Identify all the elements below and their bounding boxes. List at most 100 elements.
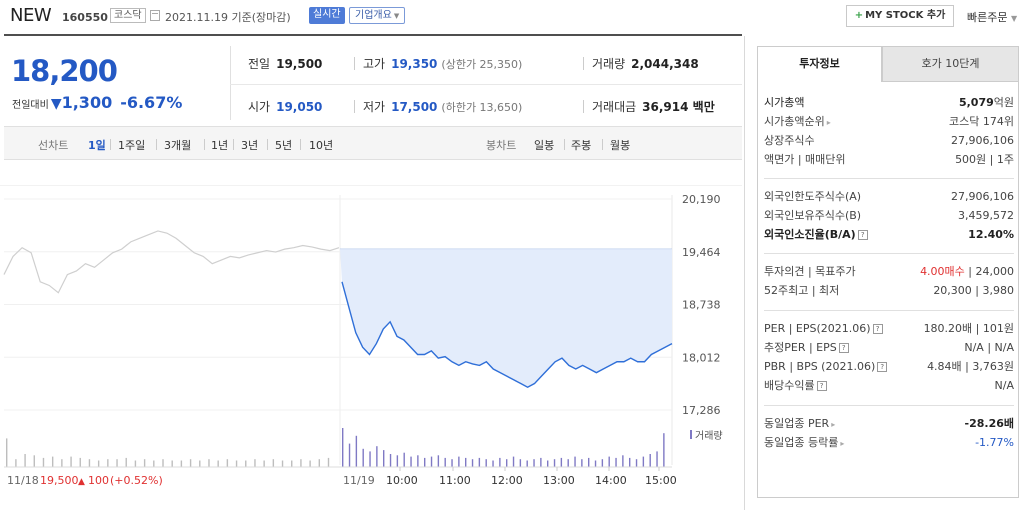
help-icon[interactable]: ? bbox=[872, 324, 883, 334]
price-line bbox=[341, 281, 673, 388]
volume-bar bbox=[79, 457, 81, 467]
foreign-ratio-wrap: 12.40% bbox=[968, 226, 1014, 244]
volume-bar bbox=[608, 456, 610, 467]
prev-close-value: 19,500 bbox=[276, 57, 323, 71]
sector-per-link[interactable]: 동일업종 PER ▸ bbox=[764, 415, 835, 434]
market-cap-rank-link[interactable]: 시가총액순위 ▸ bbox=[764, 113, 831, 132]
foreign-limit-row: 외국인한도주식수(A) 27,906,106 bbox=[764, 188, 1014, 206]
volume-bar bbox=[649, 454, 651, 467]
volume-bar bbox=[24, 454, 26, 467]
period-1d[interactable]: 1일 bbox=[88, 139, 106, 152]
volume-bar bbox=[342, 428, 344, 467]
low-value: 17,500 bbox=[391, 100, 438, 114]
volume-bar bbox=[180, 460, 183, 467]
price-area-fill bbox=[340, 249, 672, 388]
chevron-right-icon: ▸ bbox=[840, 439, 845, 448]
period-divider bbox=[156, 139, 157, 150]
summary-row-divider bbox=[230, 84, 742, 85]
period-10y[interactable]: 10년 bbox=[309, 139, 334, 152]
prev-day-price: 19,500 bbox=[40, 474, 79, 487]
dividend-label: 배당수익률 bbox=[764, 379, 815, 392]
volume-bar bbox=[51, 456, 54, 467]
volume-bar bbox=[512, 456, 515, 467]
est-per-eps-label-group: 추정PER | EPS? bbox=[764, 339, 849, 357]
y-tick-label: 18,012 bbox=[682, 351, 721, 364]
company-overview-label: 기업개요 bbox=[355, 10, 392, 21]
volume-legend-label: 거래량 bbox=[695, 430, 723, 442]
volume-bar bbox=[153, 460, 155, 467]
volume-bar bbox=[471, 459, 474, 467]
volume-bar bbox=[506, 459, 508, 467]
field-separator bbox=[583, 57, 584, 70]
volume-bar bbox=[519, 459, 522, 467]
market-cap-rank-label: 시가총액순위 bbox=[764, 115, 825, 128]
volume-bar bbox=[615, 457, 617, 467]
x-tick-label: 13:00 bbox=[543, 474, 575, 487]
prev-day-line bbox=[3, 230, 340, 294]
period-divider bbox=[233, 139, 234, 150]
help-icon[interactable]: ? bbox=[838, 343, 849, 353]
par-value-label: 액면가 | 매매단위 bbox=[764, 153, 846, 166]
help-icon[interactable]: ? bbox=[877, 362, 888, 372]
investment-info-box: 시가총액 5,079억원 시가총액순위 ▸ 코스닥 174위 상장주식수 27,9… bbox=[757, 82, 1019, 498]
high-label: 고가 bbox=[363, 57, 386, 71]
sector-change-link[interactable]: 동일업종 등락률 ▸ bbox=[764, 434, 844, 453]
tab-order-book[interactable]: 호가 10단계 bbox=[882, 46, 1019, 82]
low-field: 저가 17,500 (하한가 13,650) bbox=[354, 98, 522, 115]
my-stock-add-button[interactable]: + MY STOCK 추가 bbox=[846, 5, 954, 27]
opinion-value: 4.00매수 | 24,000 bbox=[920, 265, 1014, 278]
period-1y[interactable]: 1년 bbox=[211, 139, 229, 152]
period-3y[interactable]: 3년 bbox=[241, 139, 259, 152]
quick-order-dropdown[interactable]: 빠른주문 ▼ bbox=[967, 9, 1017, 25]
volume-bar bbox=[15, 459, 17, 467]
period-5y[interactable]: 5년 bbox=[275, 139, 293, 152]
realtime-button[interactable]: 실시간 bbox=[309, 7, 345, 24]
help-icon[interactable]: ? bbox=[857, 230, 868, 240]
volume-bar bbox=[217, 460, 219, 467]
volume-bar bbox=[61, 459, 63, 467]
y-tick-label: 17,286 bbox=[682, 404, 721, 417]
volume-value: 2,044,348 bbox=[631, 57, 699, 71]
volume-bar bbox=[42, 457, 45, 467]
high-value: 19,350 bbox=[391, 57, 438, 71]
company-overview-dropdown[interactable]: 기업개요 ▼ bbox=[349, 7, 406, 24]
volume-bar bbox=[403, 452, 405, 467]
trade-value-value: 36,914 백만 bbox=[642, 100, 715, 114]
high-low-52-row: 52주최고 | 최저 20,300 | 3,980 bbox=[764, 282, 1014, 300]
volume-bar bbox=[499, 457, 501, 467]
candle-monthly[interactable]: 월봉 bbox=[610, 139, 631, 152]
candle-weekly[interactable]: 주봉 bbox=[571, 139, 592, 152]
dividend-value: N/A bbox=[994, 379, 1014, 392]
volume-bar bbox=[309, 460, 311, 467]
volume-bar bbox=[125, 457, 127, 467]
x-tick-label: 12:00 bbox=[491, 474, 523, 487]
volume-bar bbox=[410, 456, 412, 467]
candle-daily[interactable]: 일봉 bbox=[534, 139, 555, 152]
foreign-hold-row: 외국인보유주식수(B) 3,459,572 bbox=[764, 207, 1014, 225]
chart-period-bar: 선차트 1일 1주일 3개월 1년 3년 5년 10년 봉차트 일봉 주봉 월봉 bbox=[4, 126, 742, 160]
investment-info-panel: 투자정보 호가 10단계 시가총액 5,079억원 시가총액순위 ▸ 코스닥 17… bbox=[744, 36, 1024, 510]
volume-bar bbox=[281, 460, 284, 467]
stock-code: 160550 bbox=[62, 11, 108, 24]
est-per-eps-label: 추정PER | EPS bbox=[764, 341, 837, 354]
prev-day-percent: (+0.52%) bbox=[110, 474, 163, 487]
help-icon[interactable]: ? bbox=[816, 381, 827, 391]
section-divider bbox=[764, 178, 1014, 179]
price-chart[interactable]: 20,190 19,464 18,738 18,012 17,286 거래량 10:00 11… bbox=[0, 185, 742, 500]
volume-bar bbox=[444, 457, 446, 467]
volume-bar bbox=[383, 450, 385, 467]
chevron-down-icon: ▼ bbox=[1010, 14, 1018, 23]
foreign-limit-value: 27,906,106 bbox=[951, 190, 1014, 203]
period-divider bbox=[564, 139, 565, 150]
x-tick-label: 14:00 bbox=[595, 474, 627, 487]
volume-bar bbox=[134, 460, 137, 467]
period-3m[interactable]: 3개월 bbox=[164, 139, 192, 152]
volume-bar bbox=[143, 459, 146, 467]
tab-investment-info[interactable]: 투자정보 bbox=[757, 46, 882, 82]
volume-bar bbox=[254, 459, 256, 467]
volume-label: 거래량 bbox=[592, 57, 626, 71]
volume-bar bbox=[348, 443, 351, 467]
period-1w[interactable]: 1주일 bbox=[118, 139, 146, 152]
sector-change-value: -1.77% bbox=[975, 436, 1014, 449]
